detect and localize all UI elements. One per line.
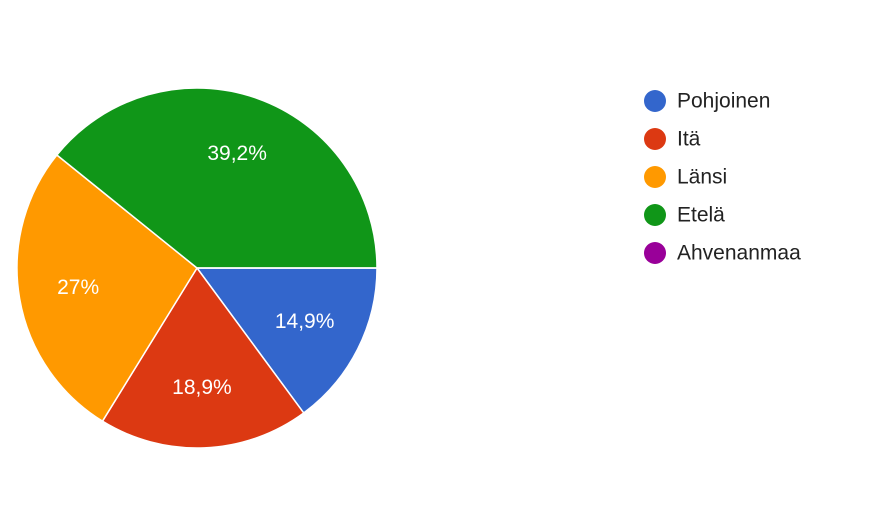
value-label: 39,2% [207,142,267,165]
legend-label: Etelä [677,204,725,227]
pie-slice [101,266,305,449]
pie-slice [195,267,378,415]
legend-marker [644,166,666,188]
legend-label: Ahvenanmaa [677,242,801,265]
legend-label: Itä [677,128,701,151]
legend-marker [644,128,666,150]
value-label: 18,9% [172,376,232,399]
legend-marker [644,90,666,112]
legend-label: Pohjoinen [677,90,770,113]
legend-marker [644,242,666,264]
pie-slice [16,153,198,423]
legend-label: Länsi [677,166,727,189]
legend-marker [644,204,666,226]
value-label: 14,9% [275,310,335,333]
value-label: 27% [57,276,99,299]
pie-slice [55,87,378,269]
